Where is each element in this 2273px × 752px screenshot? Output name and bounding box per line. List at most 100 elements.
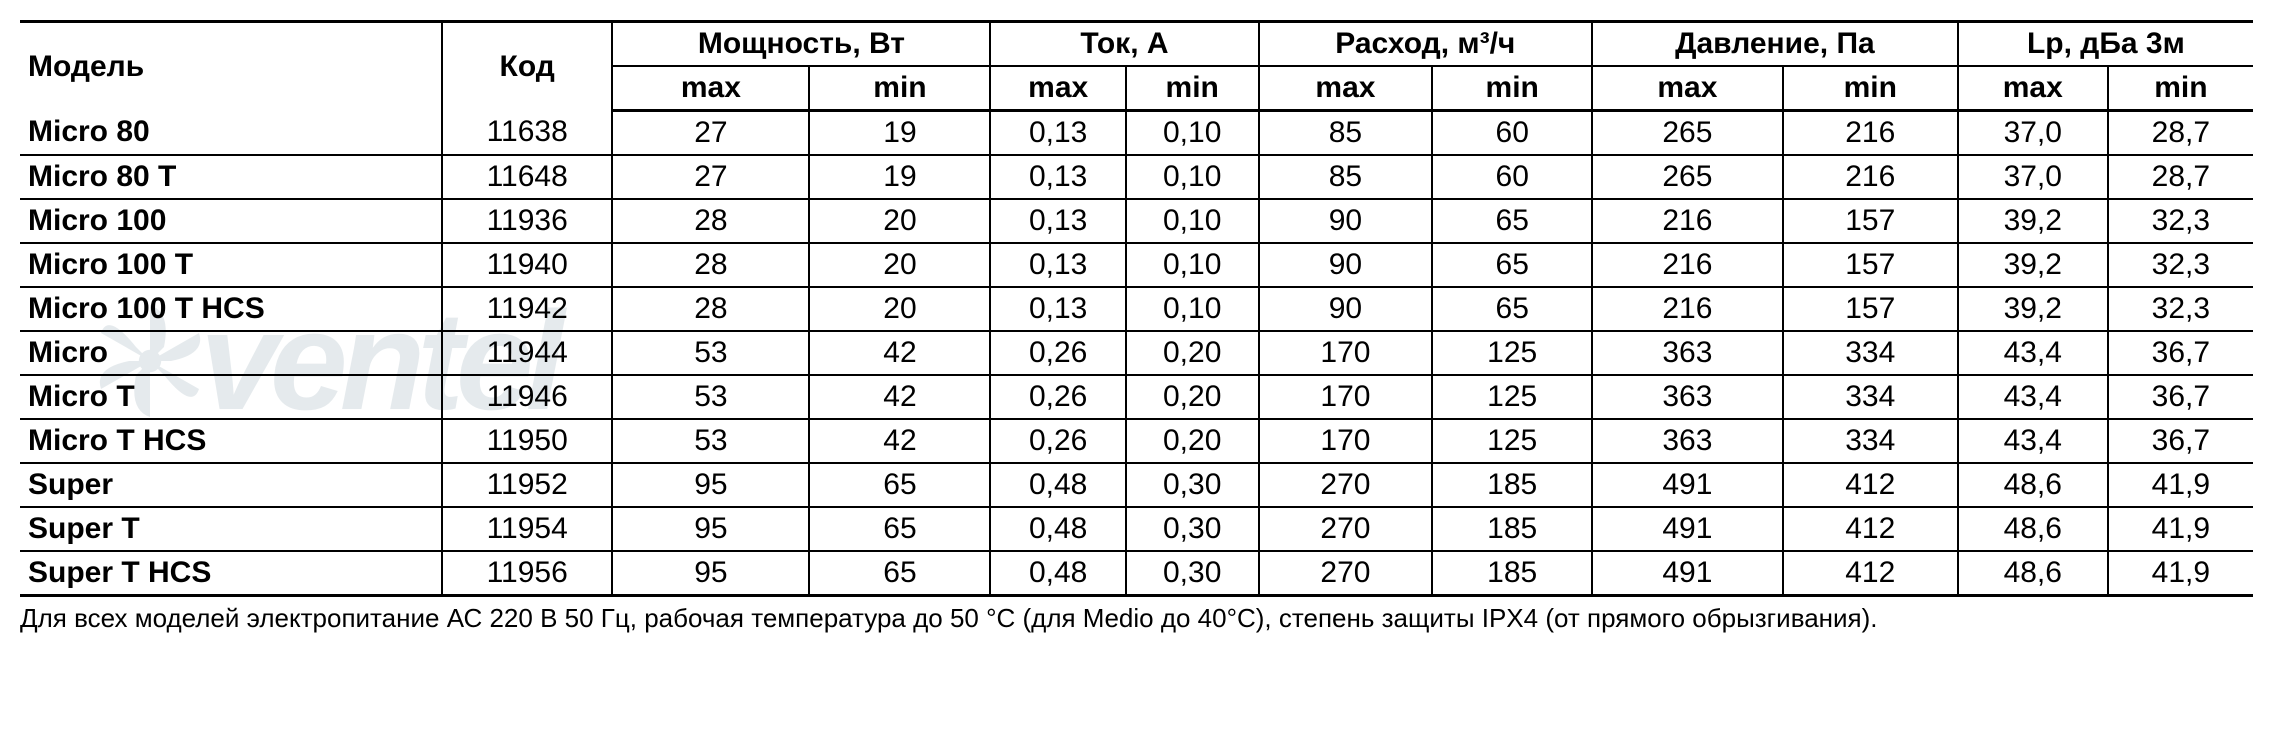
- cell-value: 412: [1783, 507, 1958, 551]
- cell-value: 60: [1432, 155, 1592, 199]
- cell-value: 0,48: [990, 551, 1125, 596]
- col-group-current: Ток, А: [990, 22, 1258, 67]
- table-body: Micro 801163827190,130,10856026521637,02…: [20, 111, 2253, 596]
- cell-value: 41,9: [2108, 507, 2253, 551]
- cell-value: 65: [809, 463, 990, 507]
- table-row: Micro 801163827190,130,10856026521637,02…: [20, 111, 2253, 156]
- sub-min: min: [1126, 66, 1259, 111]
- cell-value: 27: [612, 111, 809, 156]
- cell-value: 170: [1259, 419, 1433, 463]
- cell-value: 185: [1432, 551, 1592, 596]
- sub-min: min: [809, 66, 990, 111]
- cell-value: 216: [1783, 111, 1958, 156]
- cell-value: 48,6: [1958, 507, 2108, 551]
- cell-value: 0,10: [1126, 243, 1259, 287]
- cell-value: 0,30: [1126, 507, 1259, 551]
- col-code: Код: [442, 22, 612, 111]
- cell-value: 36,7: [2108, 375, 2253, 419]
- cell-model: Super T HCS: [20, 551, 442, 596]
- cell-value: 39,2: [1958, 199, 2108, 243]
- cell-value: 412: [1783, 551, 1958, 596]
- cell-model: Micro T HCS: [20, 419, 442, 463]
- table-row: Micro 80 T1164827190,130,10856026521637,…: [20, 155, 2253, 199]
- cell-model: Micro 80: [20, 111, 442, 156]
- cell-value: 0,13: [990, 111, 1125, 156]
- table-row: Super T HCS1195695650,480,30270185491412…: [20, 551, 2253, 596]
- cell-value: 334: [1783, 419, 1958, 463]
- cell-value: 0,26: [990, 419, 1125, 463]
- cell-value: 125: [1432, 375, 1592, 419]
- cell-value: 363: [1592, 419, 1783, 463]
- cell-value: 53: [612, 375, 809, 419]
- cell-code: 11944: [442, 331, 612, 375]
- cell-value: 42: [809, 419, 990, 463]
- sub-min: min: [1783, 66, 1958, 111]
- cell-value: 0,10: [1126, 111, 1259, 156]
- cell-value: 412: [1783, 463, 1958, 507]
- cell-value: 216: [1783, 155, 1958, 199]
- cell-value: 95: [612, 463, 809, 507]
- cell-value: 28: [612, 243, 809, 287]
- cell-value: 95: [612, 551, 809, 596]
- cell-value: 491: [1592, 507, 1783, 551]
- cell-value: 170: [1259, 375, 1433, 419]
- table-row: Micro 1001193628200,130,10906521615739,2…: [20, 199, 2253, 243]
- cell-model: Micro 80 T: [20, 155, 442, 199]
- col-group-pressure: Давление, Па: [1592, 22, 1958, 67]
- sub-max: max: [1259, 66, 1433, 111]
- cell-value: 65: [1432, 243, 1592, 287]
- cell-value: 216: [1592, 287, 1783, 331]
- cell-value: 185: [1432, 463, 1592, 507]
- cell-value: 42: [809, 331, 990, 375]
- table-row: Micro T HCS1195053420,260,20170125363334…: [20, 419, 2253, 463]
- cell-value: 41,9: [2108, 463, 2253, 507]
- col-model: Модель: [20, 22, 442, 111]
- col-group-noise: Lp, дБа 3м: [1958, 22, 2253, 67]
- sub-min: min: [2108, 66, 2253, 111]
- cell-value: 39,2: [1958, 243, 2108, 287]
- cell-value: 157: [1783, 243, 1958, 287]
- cell-value: 0,13: [990, 243, 1125, 287]
- sub-max: max: [1958, 66, 2108, 111]
- table-row: Super1195295650,480,3027018549141248,641…: [20, 463, 2253, 507]
- col-group-flow: Расход, м³/ч: [1259, 22, 1593, 67]
- cell-value: 216: [1592, 243, 1783, 287]
- cell-code: 11638: [442, 111, 612, 156]
- cell-value: 0,20: [1126, 331, 1259, 375]
- cell-value: 363: [1592, 375, 1783, 419]
- cell-code: 11952: [442, 463, 612, 507]
- cell-model: Super T: [20, 507, 442, 551]
- cell-value: 28: [612, 287, 809, 331]
- cell-value: 28,7: [2108, 155, 2253, 199]
- cell-value: 265: [1592, 155, 1783, 199]
- cell-value: 43,4: [1958, 419, 2108, 463]
- cell-value: 60: [1432, 111, 1592, 156]
- sub-max: max: [990, 66, 1125, 111]
- sub-max: max: [1592, 66, 1783, 111]
- cell-value: 0,30: [1126, 463, 1259, 507]
- cell-value: 125: [1432, 331, 1592, 375]
- cell-model: Micro 100 T: [20, 243, 442, 287]
- cell-value: 41,9: [2108, 551, 2253, 596]
- cell-value: 0,26: [990, 331, 1125, 375]
- cell-code: 11956: [442, 551, 612, 596]
- cell-code: 11936: [442, 199, 612, 243]
- cell-value: 27: [612, 155, 809, 199]
- cell-value: 491: [1592, 463, 1783, 507]
- cell-code: 11946: [442, 375, 612, 419]
- cell-value: 36,7: [2108, 419, 2253, 463]
- cell-value: 157: [1783, 287, 1958, 331]
- cell-value: 90: [1259, 243, 1433, 287]
- cell-value: 363: [1592, 331, 1783, 375]
- cell-value: 48,6: [1958, 551, 2108, 596]
- cell-value: 0,30: [1126, 551, 1259, 596]
- cell-value: 20: [809, 243, 990, 287]
- cell-value: 32,3: [2108, 199, 2253, 243]
- cell-value: 28: [612, 199, 809, 243]
- cell-value: 270: [1259, 507, 1433, 551]
- cell-value: 37,0: [1958, 155, 2108, 199]
- table-header: Модель Код Мощность, Вт Ток, А Расход, м…: [20, 22, 2253, 111]
- cell-code: 11942: [442, 287, 612, 331]
- cell-value: 270: [1259, 551, 1433, 596]
- footnote: Для всех моделей электропитание АС 220 В…: [20, 603, 2253, 634]
